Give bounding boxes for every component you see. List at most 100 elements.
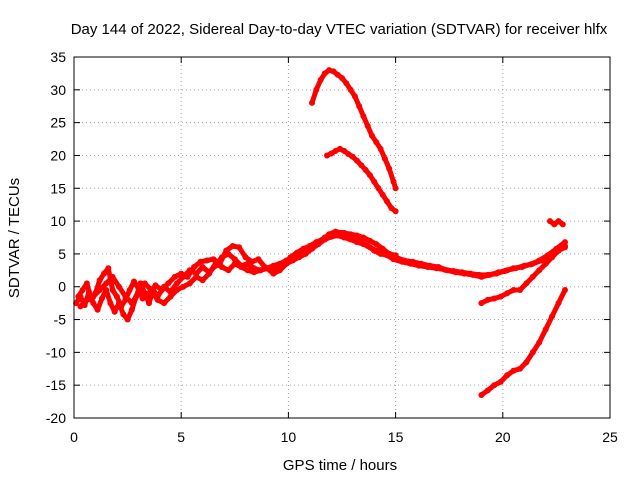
data-point <box>549 313 556 320</box>
data-point <box>141 280 148 287</box>
data-point <box>83 280 90 287</box>
data-point <box>484 271 491 278</box>
data-point <box>135 290 142 297</box>
data-point <box>302 250 309 257</box>
axis-ticks: 0 5 10 15 20 25 -20 -15 -10 -5 0 5 10 15 20 25 30 35 <box>46 49 618 445</box>
data-point <box>364 122 371 129</box>
data-point <box>390 178 397 185</box>
data-point <box>345 151 352 158</box>
data-point <box>225 267 232 274</box>
data-point <box>555 300 562 307</box>
data-point <box>203 257 210 264</box>
data-point <box>116 283 122 290</box>
data-point <box>493 270 500 277</box>
data-point <box>386 165 393 172</box>
data-point <box>371 178 378 185</box>
data-point <box>384 198 390 205</box>
data-point <box>542 260 549 267</box>
data-point <box>77 303 84 310</box>
data-point <box>270 270 277 277</box>
data-point <box>186 280 193 287</box>
data-point <box>369 132 375 139</box>
data-point <box>113 293 120 300</box>
x-tick-label: 20 <box>495 429 511 445</box>
data-point <box>529 273 536 280</box>
data-point <box>321 70 328 77</box>
y-tick-label: 30 <box>50 82 66 98</box>
plot-frame <box>73 56 611 419</box>
data-point <box>562 244 568 251</box>
data-point <box>161 300 167 307</box>
data-point <box>328 233 335 240</box>
y-tick-label: 20 <box>50 147 66 163</box>
data-point <box>309 245 315 252</box>
data-point <box>517 287 523 293</box>
data-point <box>73 300 80 307</box>
data-point <box>309 99 315 106</box>
data-point <box>289 257 296 264</box>
data-point <box>555 247 562 254</box>
y-axis-label: SDTVAR / TECUs <box>6 178 23 298</box>
data-point <box>366 237 373 244</box>
x-tick-label: 15 <box>388 429 404 445</box>
data-point <box>90 293 97 300</box>
data-point <box>165 280 172 287</box>
data-point <box>354 157 360 164</box>
data-point <box>148 287 155 293</box>
data-point <box>510 287 517 293</box>
plot-area <box>73 67 568 398</box>
x-tick-label: 10 <box>281 429 297 445</box>
data-point <box>399 258 405 265</box>
y-tick-label: 35 <box>50 49 66 65</box>
data-point <box>441 266 448 273</box>
data-point <box>193 273 200 280</box>
data-point <box>120 311 127 318</box>
data-point <box>523 359 530 366</box>
y-tick-label: -15 <box>46 377 66 393</box>
data-point <box>152 282 159 289</box>
x-tick-label: 0 <box>70 429 78 445</box>
y-tick-label: -20 <box>46 410 66 426</box>
data-point <box>178 270 185 277</box>
data-point <box>122 293 129 300</box>
data-point <box>341 234 348 241</box>
data-point <box>501 268 508 274</box>
grid <box>74 57 610 418</box>
data-point <box>283 260 290 267</box>
data-point <box>529 349 536 356</box>
data-point <box>244 267 251 274</box>
data-point <box>375 185 382 192</box>
data-point <box>360 113 367 120</box>
data-point <box>98 295 105 302</box>
data-point <box>315 241 322 248</box>
data-point <box>377 145 384 152</box>
y-tick-label: 10 <box>50 213 66 229</box>
data-point <box>491 382 498 389</box>
data-point <box>478 300 485 307</box>
data-point <box>392 185 399 192</box>
data-point <box>255 256 262 263</box>
data-point <box>158 287 165 293</box>
data-point <box>536 267 543 274</box>
data-point <box>536 339 543 346</box>
y-tick-label: -10 <box>46 344 66 360</box>
data-point <box>111 308 118 315</box>
data-point <box>328 150 335 157</box>
data-point <box>96 287 103 293</box>
data-point <box>242 254 249 261</box>
data-point <box>229 243 236 249</box>
data-point <box>484 296 491 303</box>
data-point <box>510 265 517 272</box>
data-point <box>478 392 485 398</box>
data-point <box>527 261 534 268</box>
data-point <box>373 241 380 248</box>
data-point <box>231 260 238 267</box>
data-point <box>362 166 369 173</box>
data-point <box>238 264 245 270</box>
chart-title: Day 144 of 2022, Sidereal Day-to-day VTE… <box>71 21 608 38</box>
data-point <box>210 256 217 263</box>
data-point <box>542 326 549 333</box>
data-point <box>392 208 399 215</box>
data-point <box>79 287 86 293</box>
data-point <box>173 287 180 293</box>
